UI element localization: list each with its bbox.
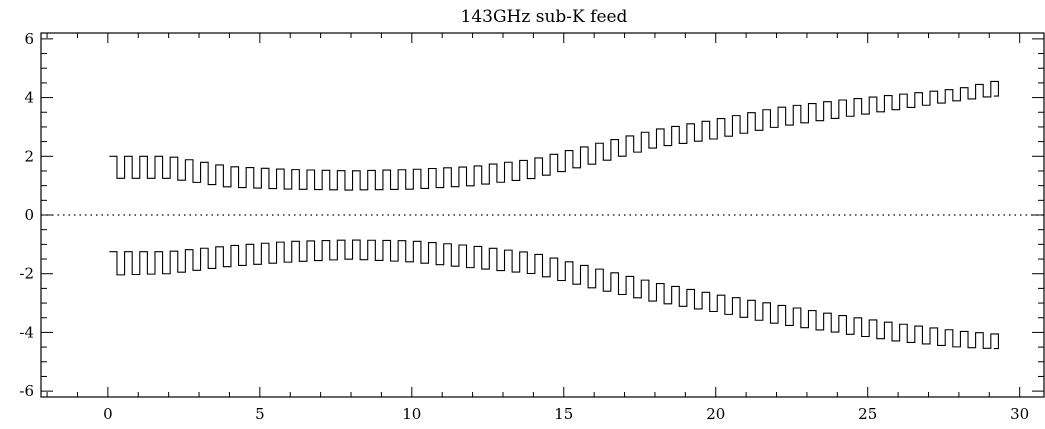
y-tick-label: -4 [19,323,34,341]
x-tick-label: 0 [103,405,113,423]
y-tick-label: 2 [24,147,34,165]
y-tick-label: -6 [19,382,34,400]
x-tick-label: 30 [1010,405,1029,423]
y-tick-label: 0 [24,206,34,224]
x-tick-label: 5 [255,405,265,423]
series-line-1 [109,80,999,191]
series-line-2 [109,239,999,350]
axis-ticks [41,33,1044,397]
x-tick-label: 20 [706,405,725,423]
x-tick-label: 10 [402,405,421,423]
tick-labels: 0 5 10 15 20 25 30 -6 -4 -2 0 2 4 6 [19,30,1029,423]
y-tick-label: 6 [24,30,34,48]
x-tick-label: 25 [858,405,877,423]
y-tick-label: 4 [24,89,34,107]
series-group [109,80,999,350]
chart-title: 143GHz sub-K feed [461,7,628,27]
y-tick-label: -2 [19,265,34,283]
x-tick-label: 15 [554,405,573,423]
